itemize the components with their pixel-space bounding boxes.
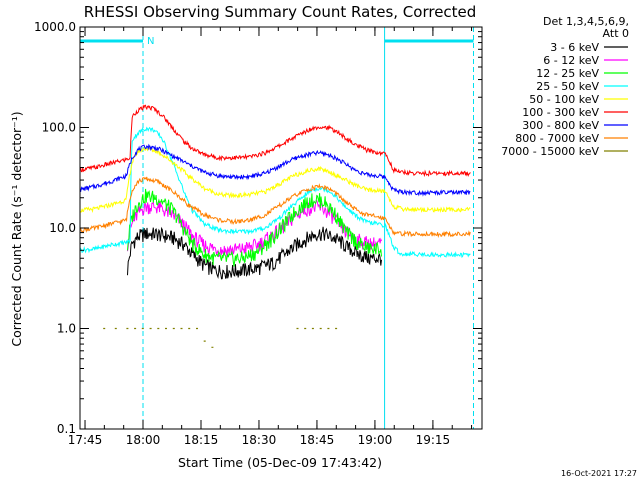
y-tick-label: 100.0 bbox=[42, 121, 76, 135]
legend-label: 800 - 7000 keV bbox=[515, 132, 599, 145]
x-tick-label: 17:45 bbox=[68, 433, 103, 447]
legend-label: 6 - 12 keV bbox=[543, 54, 599, 67]
night-flag-label: N bbox=[147, 36, 154, 47]
series-line-2 bbox=[127, 188, 382, 267]
x-tick-label: 18:15 bbox=[184, 433, 219, 447]
x-tick-label: 18:45 bbox=[300, 433, 335, 447]
series-line-5 bbox=[79, 104, 471, 178]
x-axis-ticks: 17:45 18:00 18:15 18:30 18:45 19:00 19:15 bbox=[68, 27, 473, 447]
legend-label: 50 - 100 keV bbox=[529, 93, 599, 106]
y-tick-label: 10.0 bbox=[49, 221, 76, 235]
series-line-4 bbox=[79, 146, 471, 214]
series-line-7 bbox=[79, 176, 471, 238]
series-line-6 bbox=[79, 143, 471, 197]
legend-label: 300 - 800 keV bbox=[522, 119, 599, 132]
legend-label: 3 - 6 keV bbox=[550, 41, 599, 54]
x-tick-label: 18:30 bbox=[242, 433, 277, 447]
series-line-0 bbox=[127, 226, 382, 280]
x-tick-label: 19:15 bbox=[416, 433, 451, 447]
x-axis-label: Start Time (05-Dec-09 17:43:42) bbox=[178, 455, 382, 470]
y-tick-label: 1000.0 bbox=[34, 20, 76, 34]
legend-label: 12 - 25 keV bbox=[536, 67, 599, 80]
series-line-3 bbox=[79, 126, 471, 259]
series-line-8 bbox=[103, 327, 338, 348]
y-tick-label: 0.1 bbox=[57, 422, 76, 436]
y-tick-label: 1.0 bbox=[57, 322, 76, 336]
y-axis-label: Corrected Count Rate (s⁻¹ detector⁻¹) bbox=[9, 111, 24, 346]
legend-label: 100 - 300 keV bbox=[522, 106, 599, 119]
legend-label: 25 - 50 keV bbox=[536, 80, 599, 93]
y-axis-ticks: 0.1 1.0 10.0 100.0 1000.0 bbox=[34, 20, 482, 436]
x-tick-label: 18:00 bbox=[126, 433, 161, 447]
legend-header-line2: Att 0 bbox=[603, 27, 629, 40]
timestamp: 16-Oct-2021 17:27 bbox=[561, 469, 637, 478]
chart-title: RHESSI Observing Summary Count Rates, Co… bbox=[84, 3, 477, 21]
series-group bbox=[79, 104, 471, 348]
legend-label: 7000 - 15000 keV bbox=[501, 145, 599, 158]
x-tick-label: 19:00 bbox=[358, 433, 393, 447]
legend-header-line1: Det 1,3,4,5,6,9, bbox=[543, 15, 629, 28]
